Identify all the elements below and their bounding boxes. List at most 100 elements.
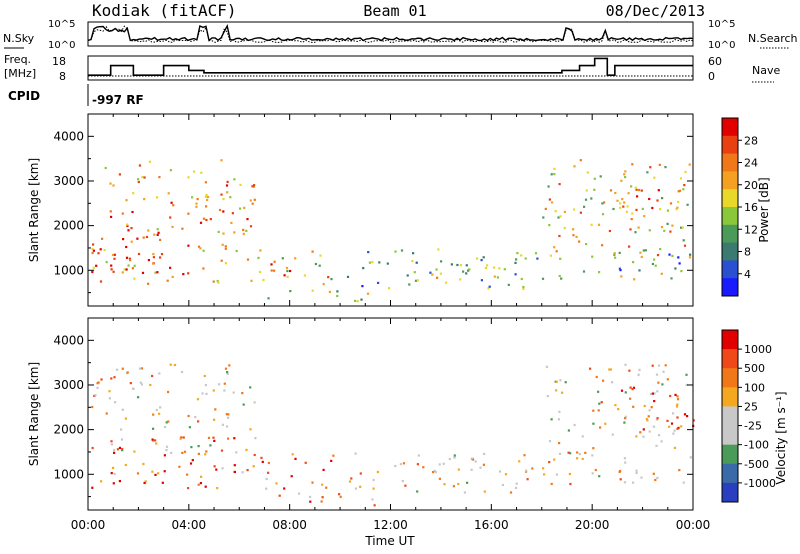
scatter-cell	[281, 257, 284, 260]
scatter-cell	[573, 423, 576, 427]
scatter-cell	[598, 271, 601, 274]
scatter-cell	[536, 257, 539, 260]
scatter-cell	[666, 419, 669, 422]
scatter-cell	[123, 268, 126, 271]
scatter-cell	[613, 253, 616, 256]
scatter-cell	[118, 173, 121, 176]
scatter-cell	[641, 207, 644, 210]
scatter-cell	[127, 229, 130, 232]
scatter-cell	[597, 390, 600, 393]
scatter-cell	[548, 440, 552, 443]
scatter-cell	[199, 482, 202, 485]
scatter-cell	[253, 184, 256, 187]
scatter-cell	[646, 419, 649, 422]
scatter-cell	[96, 386, 99, 389]
scatter-cell	[92, 266, 95, 269]
scatter-cell	[99, 280, 103, 283]
scatter-cell	[116, 448, 119, 451]
scatter-cell	[253, 453, 256, 457]
scatter-cell	[673, 446, 676, 449]
scatter-cell	[601, 244, 604, 247]
scatter-cell	[170, 201, 173, 204]
scatter-cell	[679, 177, 683, 180]
scatter-cell	[204, 181, 207, 184]
scatter-cell	[516, 252, 519, 255]
scatter-cell	[609, 368, 612, 371]
scatter-cell	[223, 382, 226, 385]
scatter-cell	[487, 287, 490, 290]
scatter-cell	[431, 273, 434, 276]
scatter-cell	[278, 494, 281, 497]
scatter-cell	[640, 476, 643, 479]
scatter-cell	[204, 485, 207, 488]
scatter-cell	[157, 231, 160, 234]
scatter-cell	[132, 192, 135, 195]
y-tick-label: 4000	[53, 129, 84, 143]
scatter-cell	[267, 297, 270, 300]
scatter-cell	[294, 257, 297, 260]
scatter-cell	[548, 198, 551, 201]
scatter-cell	[558, 234, 561, 238]
scatter-cell	[413, 271, 416, 274]
scatter-cell	[555, 250, 558, 253]
scatter-cell	[670, 422, 674, 425]
scatter-cell	[285, 266, 289, 270]
scatter-cell	[415, 261, 418, 264]
scatter-cell	[169, 266, 172, 269]
scatter-cell	[660, 226, 664, 229]
scatter-cell	[354, 487, 357, 490]
scatter-cell	[676, 427, 679, 430]
colorbar-cell	[722, 118, 738, 137]
scatter-cell	[121, 212, 124, 215]
scatter-cell	[651, 206, 654, 210]
scatter-cell	[498, 470, 502, 473]
scatter-cell	[648, 409, 651, 412]
scatter-cell	[157, 472, 160, 475]
scatter-cell	[631, 163, 634, 166]
scatter-cell	[371, 261, 374, 264]
velocity-heatmap	[91, 363, 695, 507]
velocity-ylabel: Slant Range [km]	[27, 362, 41, 466]
scatter-cell	[394, 250, 397, 253]
scatter-cell	[592, 447, 595, 450]
scatter-cell	[623, 457, 626, 460]
scatter-cell	[105, 261, 108, 264]
scatter-cell	[640, 255, 643, 258]
scatter-cell	[110, 443, 113, 446]
colorbar-cell	[722, 260, 738, 279]
scatter-cell	[576, 457, 579, 460]
scatter-cell	[632, 386, 636, 389]
scatter-cell	[109, 182, 112, 185]
scatter-cell	[652, 472, 655, 475]
scatter-cell	[456, 263, 459, 267]
y-tick-label: 2000	[53, 423, 84, 437]
scatter-cell	[145, 235, 149, 239]
scatter-cell	[656, 199, 659, 202]
scatter-cell	[124, 417, 127, 420]
scatter-cell	[321, 483, 324, 486]
scatter-cell	[445, 281, 448, 284]
scatter-cell	[141, 176, 144, 179]
nsearch-label: N.Search	[748, 32, 798, 45]
scatter-cell	[465, 264, 468, 267]
scatter-cell	[203, 374, 206, 378]
scatter-cell	[635, 469, 638, 472]
x-axis-label: Time UT	[364, 534, 415, 548]
freq-label-2: [MHz]	[4, 67, 36, 80]
scatter-cell	[99, 248, 102, 251]
scatter-cell	[620, 389, 624, 392]
scatter-cell	[541, 277, 545, 280]
scatter-cell	[126, 223, 129, 226]
scatter-cell	[218, 383, 221, 386]
scatter-cell	[583, 205, 586, 208]
scatter-cell	[367, 251, 370, 254]
scatter-cell	[677, 256, 680, 259]
scatter-cell	[678, 189, 682, 192]
scatter-cell	[602, 379, 605, 382]
scatter-cell	[482, 463, 485, 466]
scatter-cell	[659, 208, 662, 211]
scatter-cell	[130, 240, 133, 243]
x-tick-label: 16:00	[474, 518, 509, 532]
scatter-cell	[520, 277, 523, 281]
